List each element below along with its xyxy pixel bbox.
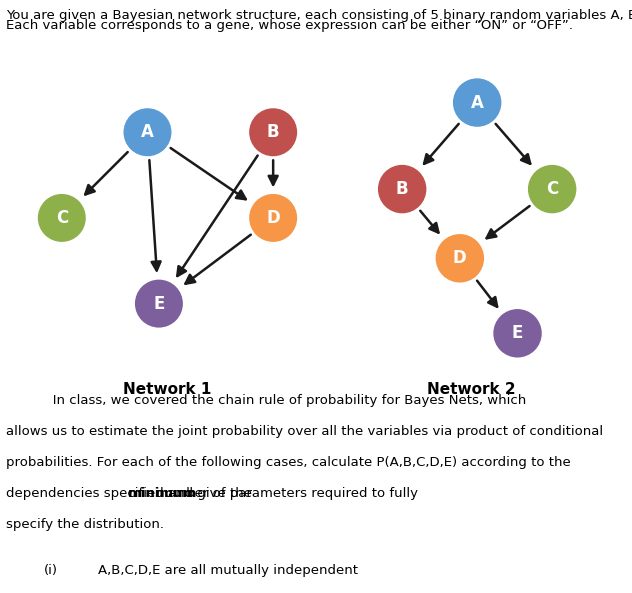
Text: (i): (i) <box>44 564 58 577</box>
Text: probabilities. For each of the following cases, calculate P(A,B,C,D,E) according: probabilities. For each of the following… <box>6 456 571 469</box>
Text: E: E <box>512 324 523 342</box>
Circle shape <box>123 109 171 156</box>
Text: C: C <box>56 209 68 227</box>
Circle shape <box>38 194 86 242</box>
Text: B: B <box>396 180 408 198</box>
Text: Each variable corresponds to a gene, whose expression can be either “ON” or “OFF: Each variable corresponds to a gene, who… <box>6 19 573 32</box>
Text: B: B <box>267 123 279 141</box>
Text: minimum: minimum <box>128 487 197 500</box>
Text: Network 1: Network 1 <box>123 382 212 397</box>
Circle shape <box>135 280 183 327</box>
Circle shape <box>249 194 297 242</box>
Text: You are given a Bayesian network structure, each consisting of 5 binary random v: You are given a Bayesian network structu… <box>6 9 632 22</box>
Text: D: D <box>266 209 280 227</box>
Circle shape <box>249 109 297 156</box>
Text: number of parameters required to fully: number of parameters required to fully <box>152 487 418 500</box>
Text: A: A <box>471 94 483 111</box>
Circle shape <box>378 165 427 213</box>
Text: E: E <box>153 295 164 313</box>
Text: D: D <box>453 249 466 267</box>
Text: dependencies specified and give the: dependencies specified and give the <box>6 487 257 500</box>
Text: A: A <box>141 123 154 141</box>
Text: Network 2: Network 2 <box>427 382 515 397</box>
Text: C: C <box>546 180 558 198</box>
Text: A,B,C,D,E are all mutually independent: A,B,C,D,E are all mutually independent <box>98 564 358 577</box>
Circle shape <box>435 234 484 282</box>
Text: specify the distribution.: specify the distribution. <box>6 518 164 531</box>
Circle shape <box>528 165 576 213</box>
Circle shape <box>494 309 542 358</box>
Text: In class, we covered the chain rule of probability for Bayes Nets, which: In class, we covered the chain rule of p… <box>6 394 526 407</box>
Text: allows us to estimate the joint probability over all the variables via product o: allows us to estimate the joint probabil… <box>6 425 604 438</box>
Circle shape <box>453 78 501 127</box>
